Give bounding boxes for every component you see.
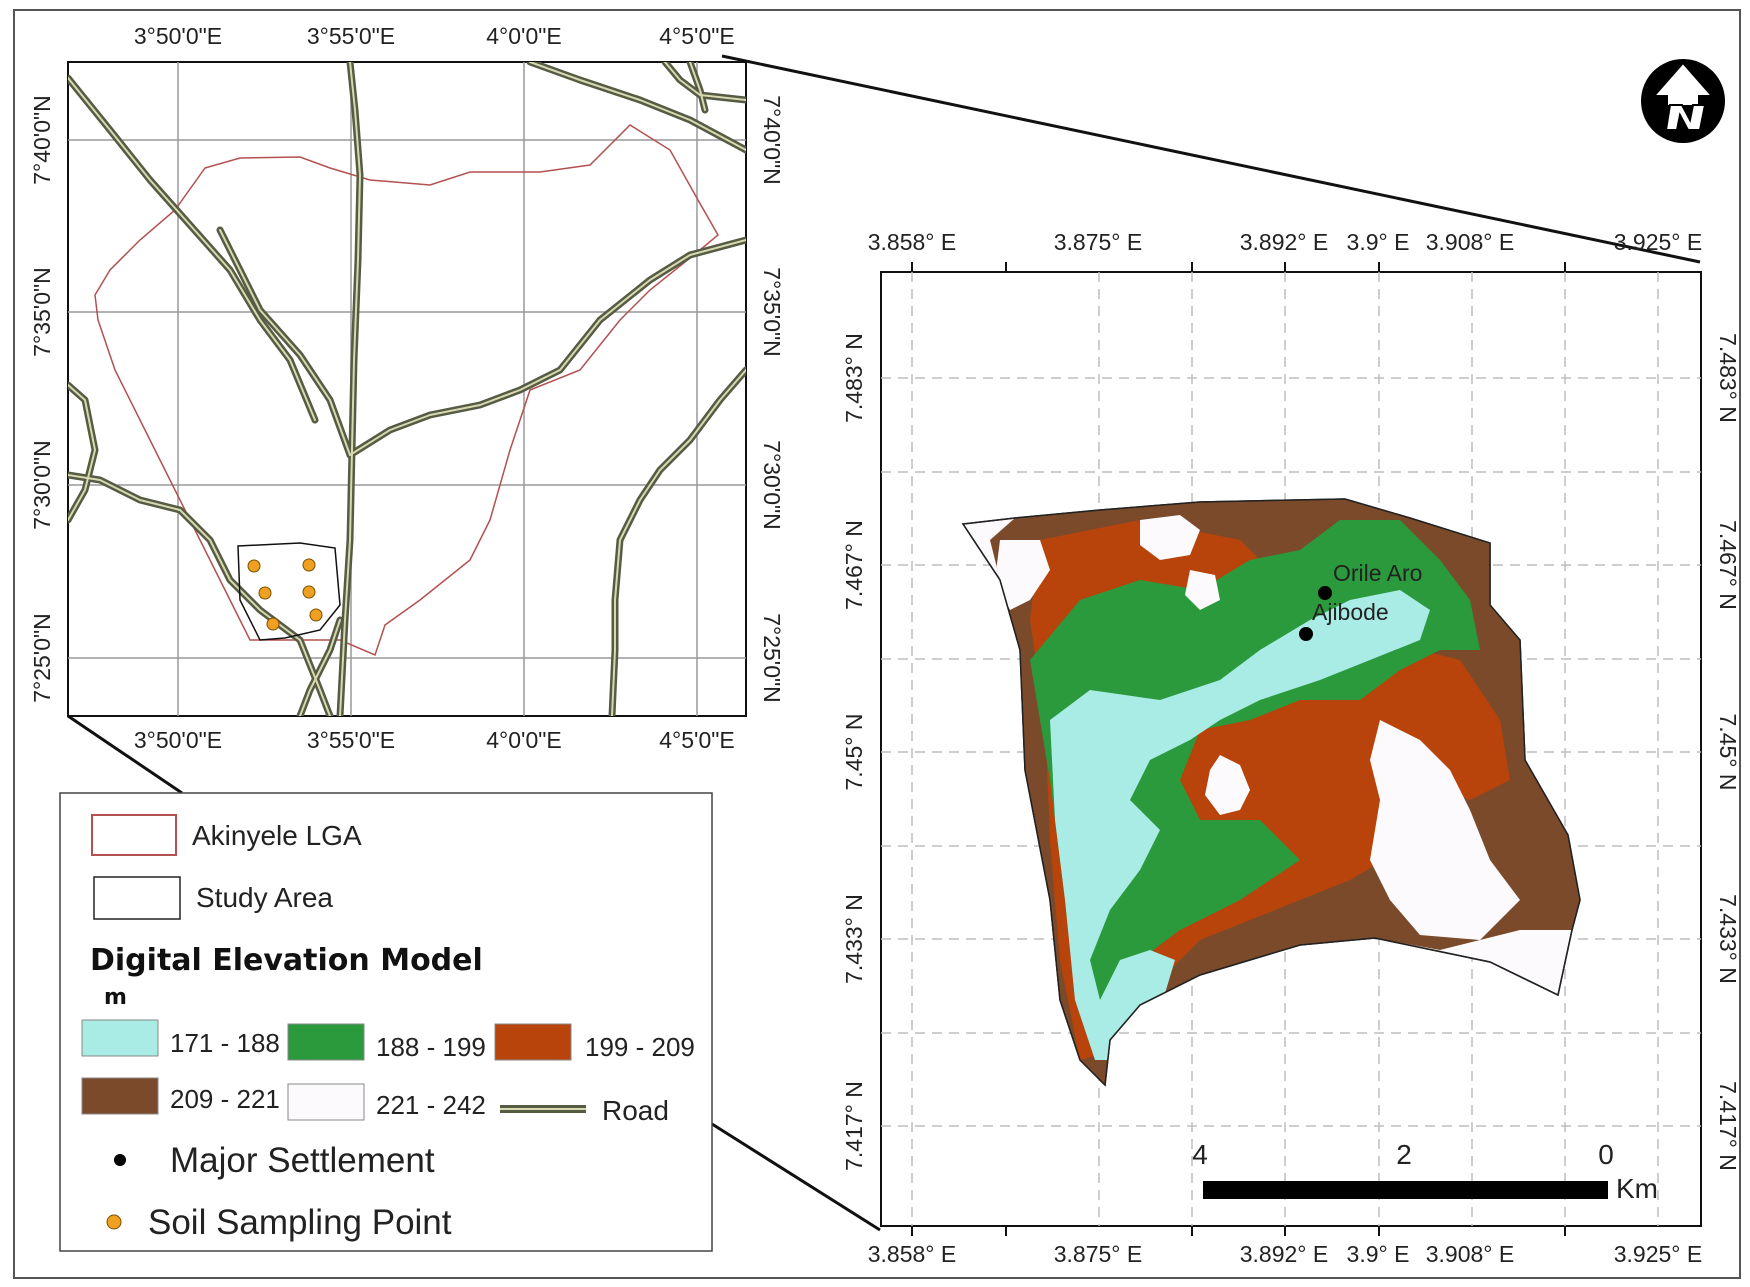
inset-right-tick: 7°40'0"N: [759, 95, 785, 185]
main-bottom-tick: 3.875° E: [1054, 1241, 1143, 1267]
main-top-tick: 3.892° E: [1240, 229, 1329, 255]
main-top-tick: 3.908° E: [1426, 229, 1515, 255]
main-bottom-tick: 3.892° E: [1240, 1241, 1329, 1267]
main-left-tick: 7.467° N: [841, 520, 867, 610]
inset-right-tick: 7°25'0"N: [759, 613, 785, 703]
main-bottom-tick: 3.908° E: [1426, 1241, 1515, 1267]
main-left-tick: 7.433° N: [841, 894, 867, 984]
inset-right-tick: 7°30'0"N: [759, 440, 785, 530]
connector-line-bottom: [711, 1122, 881, 1232]
soil-sampling-points: [247, 558, 323, 631]
dem-zone-221-242: [1370, 720, 1520, 940]
inset-roads: [68, 62, 746, 716]
legend-dem-swatch: [81, 1019, 159, 1057]
scale-label-0: 0: [1598, 1139, 1614, 1170]
inset-left-tick: 7°35'0"N: [29, 267, 55, 357]
legend-dem-swatch: [287, 1083, 365, 1121]
dem-raster: [990, 499, 1580, 1085]
dem-zone-221-242: [1205, 755, 1250, 815]
inset-map: 3°50'0"E 3°55'0"E 4°0'0"E 4°5'0"E 3°50'0…: [29, 23, 785, 753]
settlement-orile-aro-label: Orile Aro: [1333, 560, 1422, 586]
settlement-ajibode-label: Ajibode: [1312, 599, 1389, 625]
legend-dem-label: 199 - 209: [585, 1032, 695, 1062]
connector-line-left: [67, 714, 183, 795]
dem-zone-171-188: [1050, 590, 1430, 1060]
main-bottom-tick: 3.858° E: [868, 1241, 957, 1267]
legend-sampling-symbol: [106, 1214, 122, 1230]
inset-top-tick: 4°5'0"E: [659, 23, 734, 49]
legend-dem-swatch: [494, 1023, 572, 1061]
legend-lga-swatch: [91, 814, 177, 856]
akinyele-lga-boundary: [94, 124, 719, 657]
connector-line-top: [721, 54, 1701, 264]
main-top-tick: 3.9° E: [1347, 229, 1410, 255]
legend-dem-unit: m: [104, 985, 127, 1010]
main-top-tick: 3.858° E: [868, 229, 957, 255]
main-top-tick: 3.925° E: [1614, 229, 1703, 255]
sampling-point: [247, 559, 261, 573]
inset-bottom-tick: 3°50'0"E: [134, 727, 222, 753]
scale-unit: Km: [1616, 1173, 1658, 1204]
legend-study-area-label: Study Area: [196, 882, 333, 913]
legend-road-label: Road: [602, 1095, 669, 1126]
inset-top-tick: 3°50'0"E: [134, 23, 222, 49]
legend-study-area-swatch: [93, 876, 181, 920]
main-right-tick: 7.45° N: [1715, 714, 1741, 791]
main-left-tick: 7.483° N: [841, 333, 867, 423]
figure-frame: [13, 9, 1741, 1279]
sampling-point: [309, 608, 323, 622]
legend-dem-swatch: [81, 1077, 159, 1115]
inset-left-tick: 7°25'0"N: [29, 613, 55, 703]
dem-zone-221-242: [1185, 570, 1220, 610]
legend-sampling-label: Soil Sampling Point: [148, 1203, 452, 1242]
main-bottom-tick: 3.9° E: [1347, 1241, 1410, 1267]
legend-dem-title: Digital Elevation Model: [90, 943, 483, 978]
inset-left-tick: 7°40'0"N: [29, 95, 55, 185]
scale-label-4: 4: [1192, 1139, 1208, 1170]
inset-bottom-tick: 3°55'0"E: [307, 727, 395, 753]
main-right-tick: 7.467° N: [1715, 520, 1741, 610]
inset-top-tick: 3°55'0"E: [307, 23, 395, 49]
main-bottom-tick: 3.925° E: [1614, 1241, 1703, 1267]
inset-graticule: [68, 62, 746, 716]
legend-settlement-label: Major Settlement: [170, 1141, 435, 1180]
main-map: Orile Aro Ajibode 4 2 0 Km 3.858° E 3.87…: [841, 229, 1741, 1267]
dem-zone-221-242: [995, 540, 1050, 610]
main-right-tick: 7.417° N: [1715, 1081, 1741, 1171]
inset-right-tick: 7°35'0"N: [759, 267, 785, 357]
sampling-point: [302, 558, 316, 572]
settlement-orile-aro: [1318, 586, 1332, 600]
main-right-tick: 7.433° N: [1715, 894, 1741, 984]
legend-dem-label: 171 - 188: [170, 1028, 280, 1058]
dem-zone-221-242: [1140, 515, 1200, 560]
inset-bottom-tick: 4°0'0"E: [486, 727, 561, 753]
inset-left-tick: 7°30'0"N: [29, 440, 55, 530]
main-left-tick: 7.45° N: [841, 714, 867, 791]
inset-bottom-tick: 4°5'0"E: [659, 727, 734, 753]
legend-dem-label: 209 - 221: [170, 1084, 280, 1114]
inset-top-tick: 4°0'0"E: [486, 23, 561, 49]
legend-dem-label: 188 - 199: [376, 1032, 486, 1062]
main-right-tick: 7.483° N: [1715, 333, 1741, 423]
main-top-tick: 3.875° E: [1054, 229, 1143, 255]
legend-lga-label: Akinyele LGA: [192, 820, 362, 851]
scale-bar: 4 2 0 Km: [1192, 1139, 1658, 1204]
main-left-tick: 7.417° N: [841, 1081, 867, 1171]
scale-label-2: 2: [1396, 1139, 1412, 1170]
inset-study-area: [237, 542, 341, 641]
dem-zone-221-242: [1400, 880, 1445, 930]
legend-settlement-symbol: [114, 1154, 126, 1166]
legend-dem-classes: 171 - 188 188 - 199 199 - 209 209 - 221 221 …: [81, 1019, 695, 1121]
settlement-ajibode: [1299, 627, 1313, 641]
north-arrow-icon: [1641, 59, 1725, 143]
legend-dem-swatch: [287, 1023, 365, 1061]
sampling-point: [258, 586, 272, 600]
sampling-point: [266, 617, 280, 631]
sampling-point: [302, 585, 316, 599]
legend-dem-label: 221 - 242: [376, 1090, 486, 1120]
legend: Akinyele LGA Study Area Digital Elevatio…: [59, 792, 713, 1252]
